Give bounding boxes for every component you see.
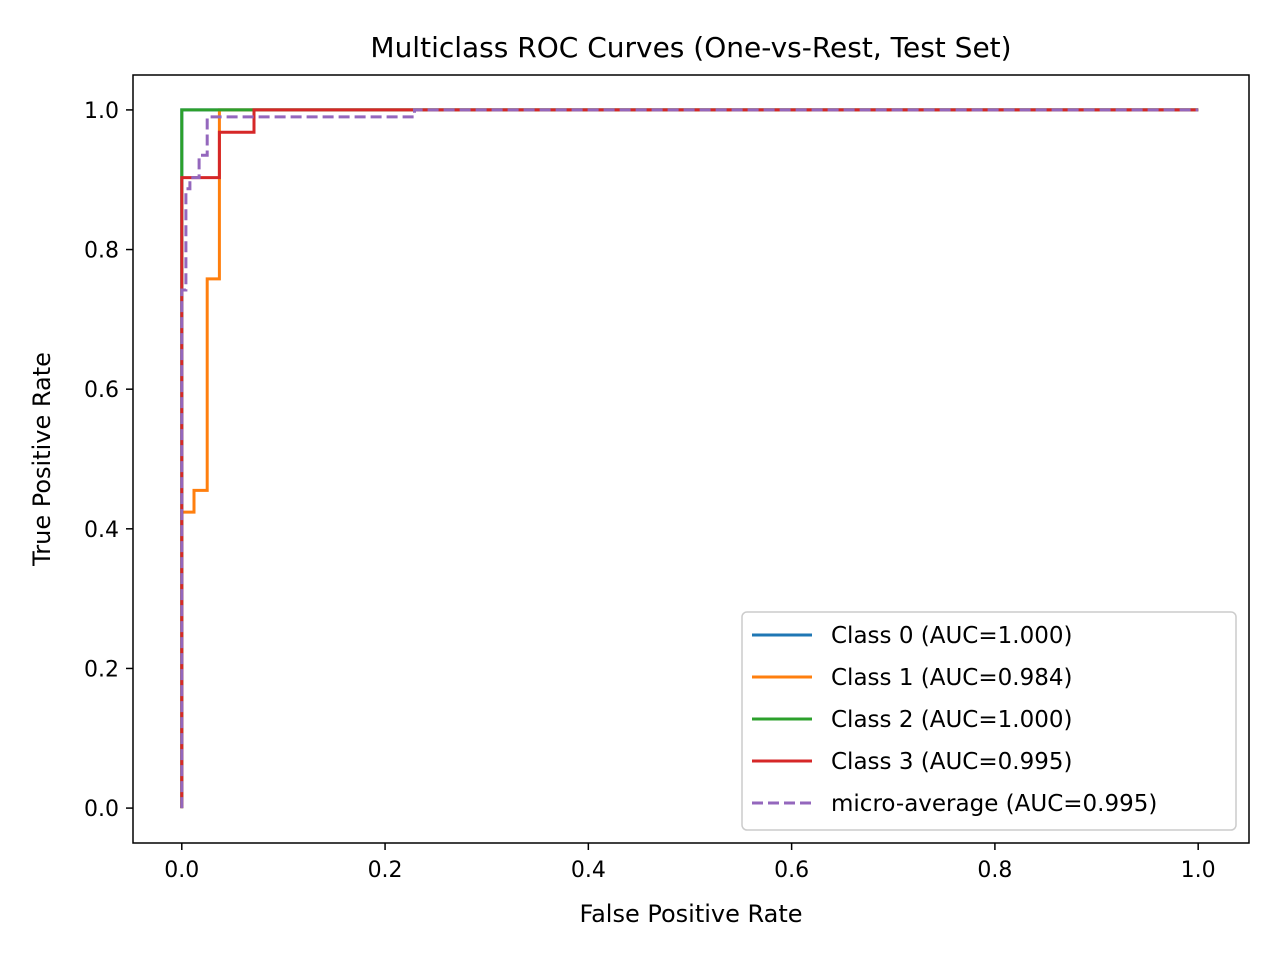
y-tick-label: 1.0 bbox=[84, 99, 119, 124]
x-axis-ticks: 0.0 0.2 0.4 0.6 0.8 1.0 bbox=[164, 843, 1216, 883]
x-tick-label: 0.4 bbox=[571, 858, 606, 883]
legend-label-2: Class 2 (AUC=1.000) bbox=[831, 707, 1072, 733]
x-tick-label: 0.6 bbox=[774, 858, 809, 883]
chart-title: Multiclass ROC Curves (One-vs-Rest, Test… bbox=[370, 31, 1011, 64]
series-line-4 bbox=[180, 108, 1199, 809]
y-axis-label: True Positive Rate bbox=[28, 352, 56, 567]
y-tick-label: 0.2 bbox=[84, 657, 119, 682]
legend-label-1: Class 1 (AUC=0.984) bbox=[831, 665, 1072, 691]
plot-frame bbox=[132, 74, 1250, 844]
y-tick-label: 0.0 bbox=[84, 797, 119, 822]
legend-label-3: Class 3 (AUC=0.995) bbox=[831, 749, 1072, 775]
y-tick-label: 0.8 bbox=[84, 239, 119, 264]
y-tick-label: 0.4 bbox=[84, 518, 119, 543]
y-tick-label: 0.6 bbox=[84, 378, 119, 403]
x-tick-label: 0.8 bbox=[977, 858, 1012, 883]
legend-label-0: Class 0 (AUC=1.000) bbox=[831, 623, 1072, 649]
x-tick-label: 0.0 bbox=[164, 858, 199, 883]
legend-label-4: micro-average (AUC=0.995) bbox=[831, 791, 1157, 817]
x-axis-label: False Positive Rate bbox=[579, 900, 802, 928]
y-axis-ticks: 0.0 0.2 0.4 0.6 0.8 1.0 bbox=[84, 99, 133, 822]
legend-box bbox=[741, 611, 1237, 831]
series-line-3 bbox=[180, 108, 1199, 809]
x-tick-label: 0.2 bbox=[368, 858, 403, 883]
legend: Class 0 (AUC=1.000) Class 1 (AUC=0.984) Cl… bbox=[741, 611, 1237, 831]
series-group bbox=[180, 108, 1199, 809]
x-tick-label: 1.0 bbox=[1181, 858, 1216, 883]
